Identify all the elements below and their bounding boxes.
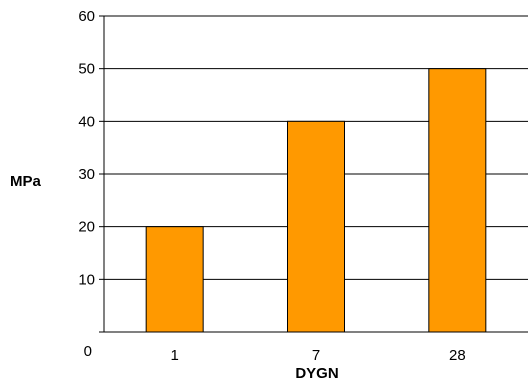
bar [287,120,345,333]
x-axis-title: DYGN [295,365,338,382]
bars-group [145,68,487,333]
x-tick-label: 28 [449,347,466,364]
x-tick-label: 1 [170,347,178,364]
axes-group [99,15,528,333]
bar [145,226,204,333]
y-axis-title: MPa [10,173,42,190]
bar [428,68,487,333]
y-tick-label: 10 [78,271,95,288]
y-tick-label: 40 [78,113,95,130]
x-tick-labels: 1 7 28 [170,347,465,364]
y-tick-labels: 0 10 20 30 40 50 60 [78,8,95,360]
y-tick-label: 30 [78,166,95,183]
y-tick-label: 60 [78,8,95,25]
y-tick-label: 0 [84,343,92,360]
y-tick-label: 20 [78,219,95,236]
x-tick-label: 7 [312,347,320,364]
y-tick-label: 50 [78,61,95,78]
